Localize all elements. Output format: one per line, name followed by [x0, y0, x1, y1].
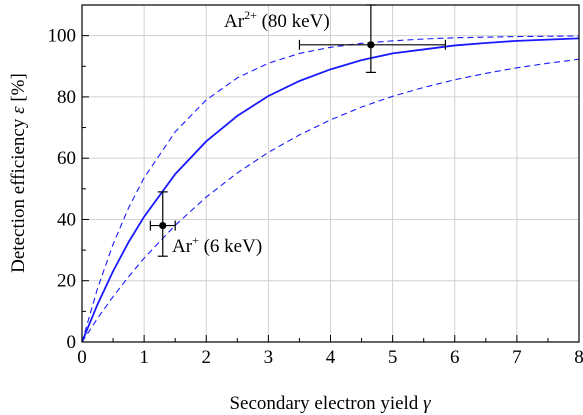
data-points-layer: [149, 4, 447, 257]
y-tick-label: 40: [57, 209, 76, 230]
efficiency-bound-curve-2: [81, 58, 580, 343]
x-axis-label: Secondary electron yield γ: [229, 393, 431, 414]
y-tick-label: 0: [67, 332, 77, 353]
ar-plus-annotation: Ar+ (6 keV): [172, 233, 262, 257]
x-tick-label: 8: [574, 347, 583, 368]
y-tick-label: 20: [57, 271, 76, 292]
grid-lines: [82, 5, 579, 342]
x-tick-label: 2: [202, 347, 212, 368]
x-tick-label: 7: [512, 347, 522, 368]
data-point-group-0: [149, 191, 176, 257]
curves-layer: [81, 35, 580, 343]
x-tick-label: 3: [264, 347, 274, 368]
data-point-marker: [367, 41, 375, 49]
y-tick-label: 100: [48, 26, 77, 47]
efficiency-bound-curve-1: [81, 35, 580, 343]
x-tick-label: 0: [77, 347, 87, 368]
ar-2plus-annotation: Ar2+ (80 keV): [224, 8, 330, 32]
efficiency-curve: [81, 37, 580, 343]
y-tick-label: 80: [57, 87, 76, 108]
data-point-marker: [159, 221, 167, 230]
y-axis-label: Detection efficiency ε [%]: [8, 73, 29, 273]
x-tick-label: 4: [326, 347, 336, 368]
x-tick-label: 6: [450, 347, 460, 368]
y-tick-label: 60: [57, 148, 76, 169]
x-tick-label: 1: [139, 347, 149, 368]
x-tick-label: 5: [388, 347, 398, 368]
data-point-group-1: [298, 4, 447, 74]
